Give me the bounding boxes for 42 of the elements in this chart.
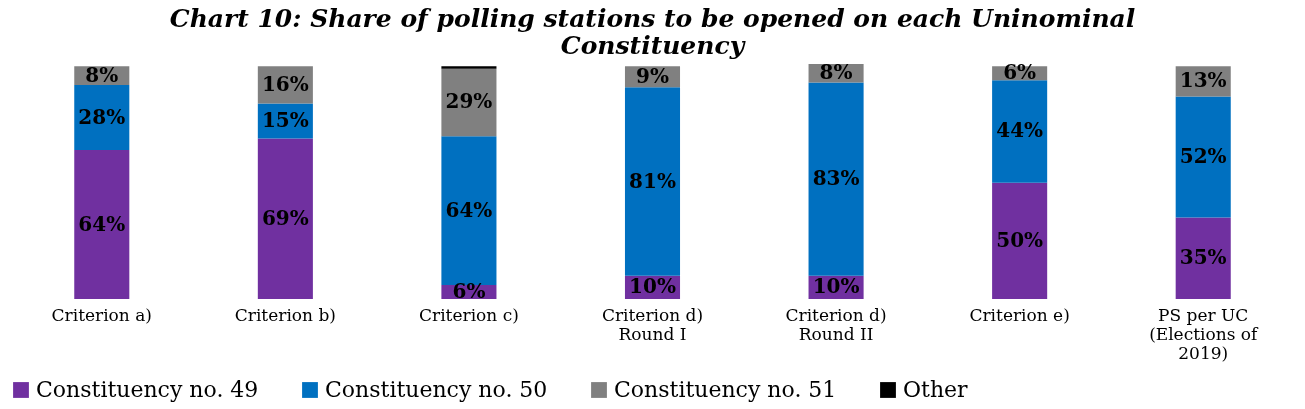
bar [257,138,313,299]
data-label: 9% [636,63,669,88]
chart-title: Chart 10: Share of polling stations to be opened on each Uninominal Constituency [169,4,1136,61]
x-tick-label: Criterion d) Round I [601,304,704,344]
legend-label: Constituency no. 51 [614,377,837,402]
bar [1175,96,1231,218]
bar [808,82,864,276]
x-tick-label: Criterion d) Round II [785,304,887,344]
bar [992,80,1048,183]
x-tick-label: Criterion e) [969,304,1070,325]
bar [1175,217,1231,299]
data-label: 10% [812,274,860,299]
data-label: 15% [261,108,309,132]
data-label: 83% [812,166,860,191]
data-label: 6% [1003,60,1037,85]
data-label: 8% [85,62,119,87]
data-label: 6% [452,279,486,304]
data-label: 69% [261,205,309,230]
data-label: 35% [1179,245,1227,270]
bar [992,182,1048,299]
x-tick-label: Criterion a) [51,304,152,325]
data-label: 52% [1179,144,1227,169]
bar [74,150,130,299]
data-label: 28% [78,104,126,129]
data-label: 81% [629,168,676,193]
data-label: 8% [819,60,853,85]
legend-label: Constituency no. 49 [36,377,259,402]
legend-label: Constituency no. 50 [325,377,548,402]
legend-label: Other [903,377,969,402]
data-label: 44% [996,118,1044,143]
data-label: 16% [261,71,309,96]
bar [441,66,497,69]
bar [624,87,681,276]
x-tick-label: Criterion b) [234,304,336,325]
x-tick-label: Criterion c) [419,304,519,325]
data-label: 50% [996,227,1044,252]
data-label: 13% [1179,68,1227,93]
x-tick-label: PS per UC (Elections of 2019) [1149,304,1259,363]
data-label: 64% [78,211,126,236]
data-label: 29% [445,89,493,114]
data-label: 64% [445,197,493,222]
data-label: 10% [629,274,676,299]
